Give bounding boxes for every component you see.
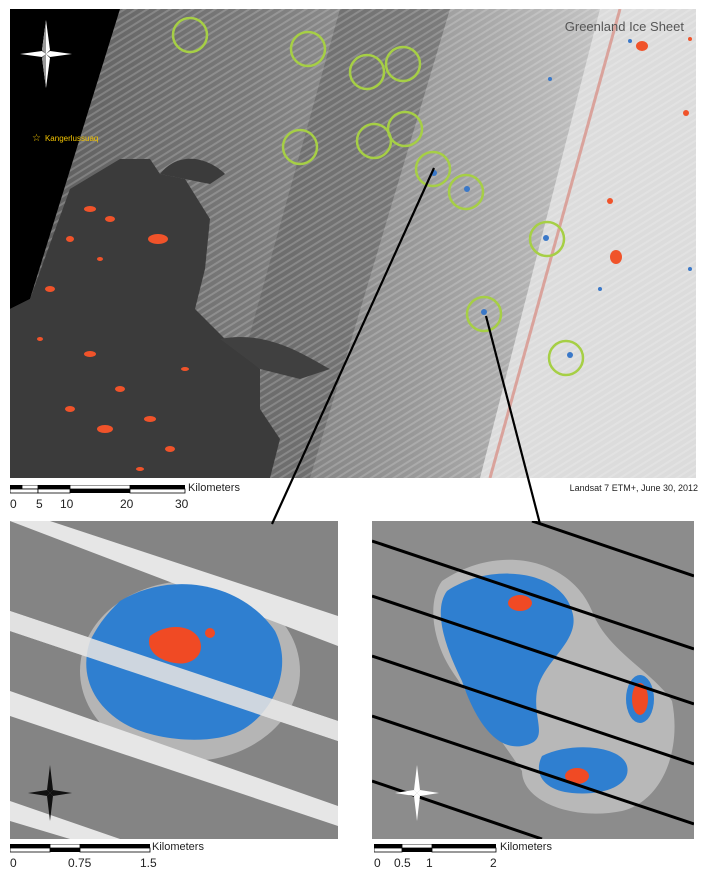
scalebar-tick: 0 bbox=[10, 497, 17, 511]
scalebar-tick: 10 bbox=[60, 497, 74, 511]
lake-marker bbox=[384, 45, 422, 83]
inset-left-scalebar: Kilometers 0 0.75 1.5 bbox=[10, 841, 270, 873]
lake-marker bbox=[355, 122, 393, 160]
scalebar-tick: 0.75 bbox=[68, 856, 92, 870]
compass-rose-icon bbox=[395, 765, 439, 821]
scalebar-unit: Kilometers bbox=[188, 482, 240, 494]
scalebar-graphic bbox=[374, 844, 497, 853]
scalebar-graphic bbox=[10, 844, 151, 853]
inset-right-image bbox=[372, 521, 694, 839]
main-scalebar: Kilometers 0 5 10 20 30 bbox=[10, 482, 270, 514]
scalebar-tick: 0.5 bbox=[394, 856, 411, 870]
lake-marker bbox=[281, 128, 319, 166]
image-credit: Landsat 7 ETM+, June 30, 2012 bbox=[569, 483, 698, 493]
map-title: Greenland Ice Sheet bbox=[564, 19, 684, 34]
main-map: Greenland Ice Sheet Kangerlussuaq bbox=[10, 9, 696, 478]
scalebar-tick: 0 bbox=[374, 856, 381, 870]
lake-marker bbox=[465, 295, 503, 333]
scalebar-unit: Kilometers bbox=[500, 841, 552, 853]
place-label: Kangerlussuaq bbox=[32, 133, 98, 144]
inset-map-right bbox=[372, 521, 694, 839]
lake-marker bbox=[528, 220, 566, 258]
compass-rose-icon bbox=[20, 20, 72, 88]
inset-right-scalebar: Kilometers 0 0.5 1 2 bbox=[374, 841, 634, 873]
scalebar-tick: 1.5 bbox=[140, 856, 157, 870]
lake-marker bbox=[348, 53, 386, 91]
compass-rose-icon bbox=[28, 765, 72, 821]
scalebar-graphic bbox=[10, 485, 186, 494]
scalebar-unit: Kilometers bbox=[152, 841, 204, 853]
scalebar-tick: 2 bbox=[490, 856, 497, 870]
lake-marker bbox=[171, 16, 209, 54]
scalebar-tick: 5 bbox=[36, 497, 43, 511]
inset-left-image bbox=[10, 521, 338, 839]
scalebar-tick: 30 bbox=[175, 497, 189, 511]
scalebar-tick: 1 bbox=[426, 856, 433, 870]
lake-markers bbox=[171, 16, 585, 377]
lake-marker bbox=[386, 110, 424, 148]
main-map-image bbox=[10, 9, 696, 478]
lake-marker bbox=[447, 173, 485, 211]
scalebar-tick: 20 bbox=[120, 497, 134, 511]
inset-map-left bbox=[10, 521, 338, 839]
lake-marker bbox=[289, 30, 327, 68]
scalebar-tick: 0 bbox=[10, 856, 17, 870]
lake-marker bbox=[547, 339, 585, 377]
